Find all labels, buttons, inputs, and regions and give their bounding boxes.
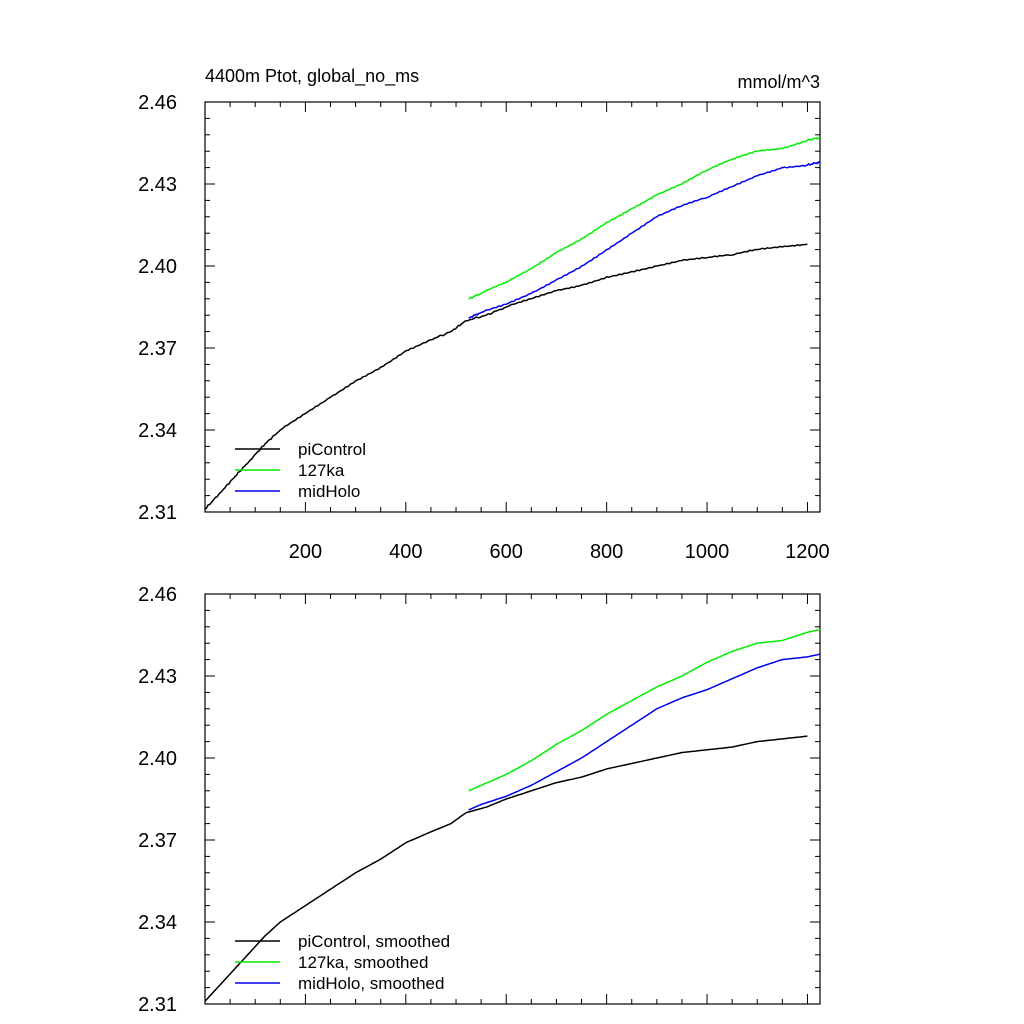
legend-label: midHolo [298,482,360,501]
legend-label: piControl, smoothed [298,932,450,951]
x-tick-label: 800 [590,541,623,563]
y-tick-label: 2.37 [138,830,177,852]
y-tick-label: 2.46 [138,92,177,114]
y-tick-label: 2.46 [138,584,177,606]
x-tick-label: 600 [490,541,523,563]
legend-label: midHolo, smoothed [298,974,444,993]
y-tick-label: 2.34 [138,912,177,934]
units-label: mmol/m^3 [738,72,820,92]
top-panel: 2.31 2.34 2.37 2.40 2.43 2.46 200 400 600 800 1000… [138,66,830,563]
x-tick-label: 400 [389,541,422,563]
x-tick-label: 1000 [685,541,730,563]
series-line-127ka-smoothed [468,628,821,792]
x-tick-label: 200 [289,541,322,563]
legend-label: piControl [298,440,366,459]
y-tick-label: 2.34 [138,420,177,442]
series-line-127ka [468,136,821,300]
y-tick-label: 2.37 [138,338,177,360]
plot-frame [204,593,821,1005]
bottom-panel: 2.31 2.34 2.37 2.40 2.43 2.46 piControl, smoot… [138,584,821,1016]
y-tick-label: 2.40 [138,256,177,278]
y-tick-label: 2.40 [138,748,177,770]
legend-label: 127ka [298,461,345,480]
y-tick-label: 2.43 [138,174,177,196]
series-line-picontrol-smoothed [204,735,808,1002]
y-tick-label: 2.43 [138,666,177,688]
y-tick-label: 2.31 [138,502,177,524]
series-line-midholo [468,161,821,319]
chart-title: 4400m Ptot, global_no_ms [205,66,419,87]
legend-label: 127ka, smoothed [298,953,428,972]
series-line-midholo-smoothed [468,653,821,811]
x-tick-label: 1200 [785,541,830,563]
plot-frame [204,101,821,513]
series-line-picontrol [204,243,808,510]
y-tick-label: 2.31 [138,994,177,1016]
